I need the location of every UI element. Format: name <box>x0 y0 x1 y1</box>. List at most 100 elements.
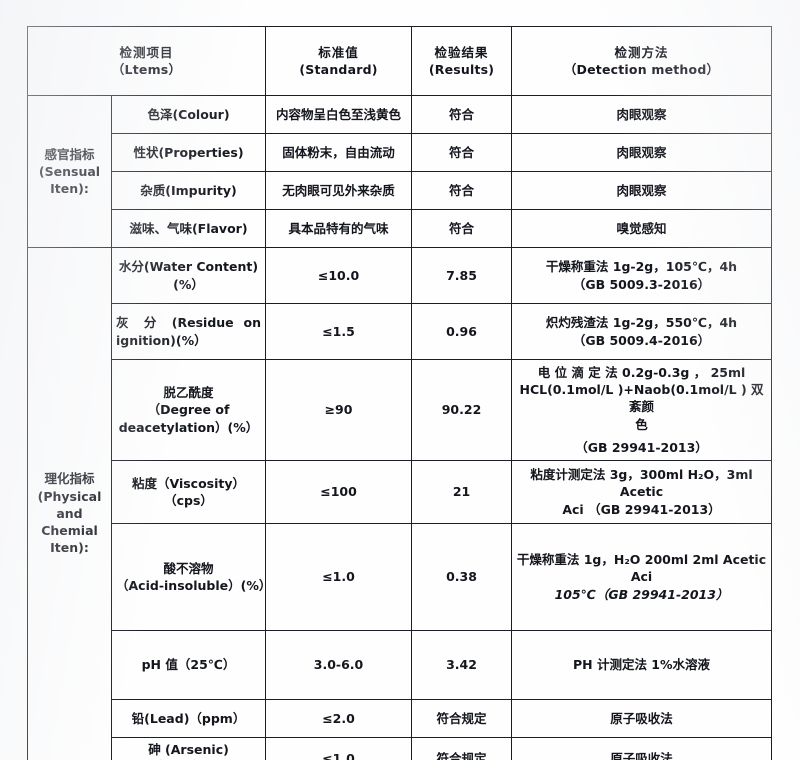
cell-result: 3.42 <box>411 630 513 700</box>
group-label-sensual: 感官指标 (Sensual Iten): <box>27 95 112 248</box>
cell-result: 90.22 <box>411 359 513 461</box>
group-label-line: (Physical <box>37 488 102 504</box>
cell-method: 肉眼观察 <box>511 171 773 210</box>
group-label-line: (Sensual <box>38 163 101 179</box>
table-row: 脱乙酰度 （Degree of deacetylation）(%） ≥90 90… <box>28 359 773 461</box>
method-line: 炽灼残渣法 1g-2g，550℃，4h <box>545 315 738 331</box>
group-label-physical-chemical: 理化指标 (Physical and Chemial Iten): <box>27 246 112 760</box>
method-line: HCL(0.1mol/L )+Naob(0.1mol/L ) 双紊颜 <box>519 382 764 415</box>
method-line: Aci （GB 29941-2013） <box>562 501 721 517</box>
table-row: 杂质(Impurity) 无肉眼可见外来杂质 符合 肉眼观察 <box>28 171 773 210</box>
cell-method: 干燥称重法 1g-2g，105℃，4h （GB 5009.3-2016） <box>511 247 773 304</box>
cell-result: 21 <box>411 460 513 524</box>
method-line: 色 <box>635 416 648 432</box>
table-row: 滋味、气味(Flavor) 具本品特有的气味 符合 嗅觉感知 <box>28 209 773 248</box>
method-line: 干燥称重法 1g-2g，105℃，4h <box>545 259 738 275</box>
method-standard-ref: （GB 29941-2013） <box>575 439 708 455</box>
header-method-en: （Detection method） <box>563 62 720 77</box>
group-label-line: and <box>56 505 83 521</box>
cell-item: 色泽(Colour) <box>110 95 267 134</box>
table-row: 酸不溶物 （Acid-insoluble）(%） ≤1.0 0.38 干燥称重法… <box>28 523 773 631</box>
cell-method: 炽灼残渣法 1g-2g，550℃，4h （GB 5009.4-2016） <box>511 303 773 360</box>
table-row: 性状(Properties) 固体粉末，自由流动 符合 肉眼观察 <box>28 133 773 172</box>
cell-standard: 内容物呈白色至浅黄色 <box>265 95 413 134</box>
cell-method: 原子吸收法 <box>511 736 773 760</box>
item-label: 砷 (Arsenic)（ppm） <box>148 742 229 760</box>
item-line: （Acid-insoluble）(%） <box>116 578 272 593</box>
cell-result: 7.85 <box>411 247 513 304</box>
cell-item: 杂质(Impurity) <box>110 171 267 210</box>
cell-standard: 具本品特有的气味 <box>265 209 413 248</box>
item-line: 脱乙酰度 <box>163 385 214 401</box>
header-result-en: (Results) <box>428 62 495 77</box>
table-row: 粘度（Viscosity）（cps） ≤100 21 粘度计测定法 3g，300… <box>28 460 773 524</box>
group-label-line: Iten): <box>50 540 89 556</box>
cell-item: pH 值（25℃） <box>110 630 267 700</box>
cell-standard: ≤1.0 <box>265 736 413 760</box>
group-label-line: 理化指标 <box>44 471 95 487</box>
method-line: 电 位 滴 定 法 0.2g-0.3g ， 25ml <box>537 364 746 380</box>
table-row: 灰 分 (Residue on ignition)(%） ≤1.5 0.96 炽… <box>28 303 773 360</box>
cell-item: 性状(Properties) <box>110 133 267 172</box>
cell-method: 肉眼观察 <box>511 95 773 134</box>
table-row: 理化指标 (Physical and Chemial Iten): 水分(Wat… <box>27 246 773 760</box>
group-label-line: Iten): <box>50 181 89 197</box>
table-row: 铅(Lead)（ppm） ≤2.0 符合规定 原子吸收法 <box>28 699 773 738</box>
cell-standard: ≤100 <box>265 460 413 524</box>
cell-item: 砷 (Arsenic)（ppm）； <box>110 736 267 760</box>
item-line: ignition)(%） <box>116 332 207 348</box>
cell-method: 干燥称重法 1g，H₂O 200ml 2ml Acetic Aci 105℃（G… <box>511 523 773 631</box>
cell-standard: 无肉眼可见外来杂质 <box>265 171 413 210</box>
header-standard-cn: 标准值 <box>318 44 359 60</box>
header-cell-standard: 标准值 (Standard) <box>265 26 413 96</box>
method-standard-ref: （GB 5009.3-2016） <box>572 276 711 292</box>
table-row: 砷 (Arsenic)（ppm）； ≤1.0 符合规定 原子吸收法 <box>28 736 773 760</box>
cell-method: PH 计测定法 1%水溶液 <box>511 630 773 700</box>
cell-standard: ≤1.0 <box>265 523 413 631</box>
header-item-cn: 检测项目 <box>119 44 174 60</box>
group-label-line: 感官指标 <box>44 146 95 162</box>
method-standard-ref: 105℃（GB 29941-2013） <box>554 586 729 602</box>
header-item-en: （Ltems） <box>111 62 182 77</box>
table-row: pH 值（25℃） 3.0-6.0 3.42 PH 计测定法 1%水溶液 <box>28 630 773 700</box>
cell-result: 0.96 <box>411 303 513 360</box>
cell-standard: ≥90 <box>265 359 413 461</box>
cell-item: 铅(Lead)（ppm） <box>110 699 267 738</box>
header-cell-result: 检验结果 (Results) <box>411 26 513 96</box>
cell-standard: ≤2.0 <box>265 699 413 738</box>
cell-method: 粘度计测定法 3g，300ml H₂O，3ml Acetic Aci （GB 2… <box>511 460 773 524</box>
cell-result: 符合规定 <box>411 699 513 738</box>
item-line: 灰 分 (Residue on <box>116 315 262 331</box>
method-line: 粘度计测定法 3g，300ml H₂O，3ml Acetic <box>530 467 753 500</box>
header-method-cn: 检测方法 <box>614 44 669 60</box>
group-label-line: Chemial <box>41 523 98 539</box>
cell-result: 符合 <box>411 95 513 134</box>
cell-item: 灰 分 (Residue on ignition)(%） <box>110 303 267 360</box>
table-header-row: 检测项目 （Ltems） 标准值 (Standard) 检验结果 (Result… <box>26 26 773 96</box>
cell-method: 原子吸收法 <box>511 699 773 738</box>
cell-item: 酸不溶物 （Acid-insoluble）(%） <box>110 523 272 631</box>
cell-result: 符合 <box>411 133 513 172</box>
cell-method: 嗅觉感知 <box>511 209 773 248</box>
item-line: deacetylation）(%） <box>118 419 259 435</box>
cell-result: 符合规定 <box>411 736 513 760</box>
cell-method: 电 位 滴 定 法 0.2g-0.3g ， 25ml HCL(0.1mol/L … <box>511 359 773 461</box>
header-result-cn: 检验结果 <box>434 44 489 60</box>
cell-standard: 3.0-6.0 <box>265 630 413 700</box>
cell-result: 符合 <box>411 209 513 248</box>
cell-standard: 固体粉末，自由流动 <box>265 133 413 172</box>
table-row: 感官指标 (Sensual Iten): 色泽(Colour) 内容物呈白色至浅… <box>27 95 773 248</box>
inspection-report-table: 检测项目 （Ltems） 标准值 (Standard) 检验结果 (Result… <box>26 26 773 760</box>
method-line: 干燥称重法 1g，H₂O 200ml 2ml Acetic Aci <box>516 552 767 585</box>
cell-item: 脱乙酰度 （Degree of deacetylation）(%） <box>110 359 267 461</box>
cell-standard: ≤1.5 <box>265 303 413 360</box>
header-cell-item: 检测项目 （Ltems） <box>26 26 267 96</box>
header-cell-method: 检测方法 （Detection method） <box>511 26 773 96</box>
cell-method: 肉眼观察 <box>511 133 773 172</box>
cell-standard: ≤10.0 <box>265 247 413 304</box>
cell-item: 粘度（Viscosity）（cps） <box>110 460 267 524</box>
cell-item: 滋味、气味(Flavor) <box>110 209 267 248</box>
method-standard-ref: （GB 5009.4-2016） <box>572 332 711 348</box>
item-line: （Degree of <box>147 402 230 418</box>
